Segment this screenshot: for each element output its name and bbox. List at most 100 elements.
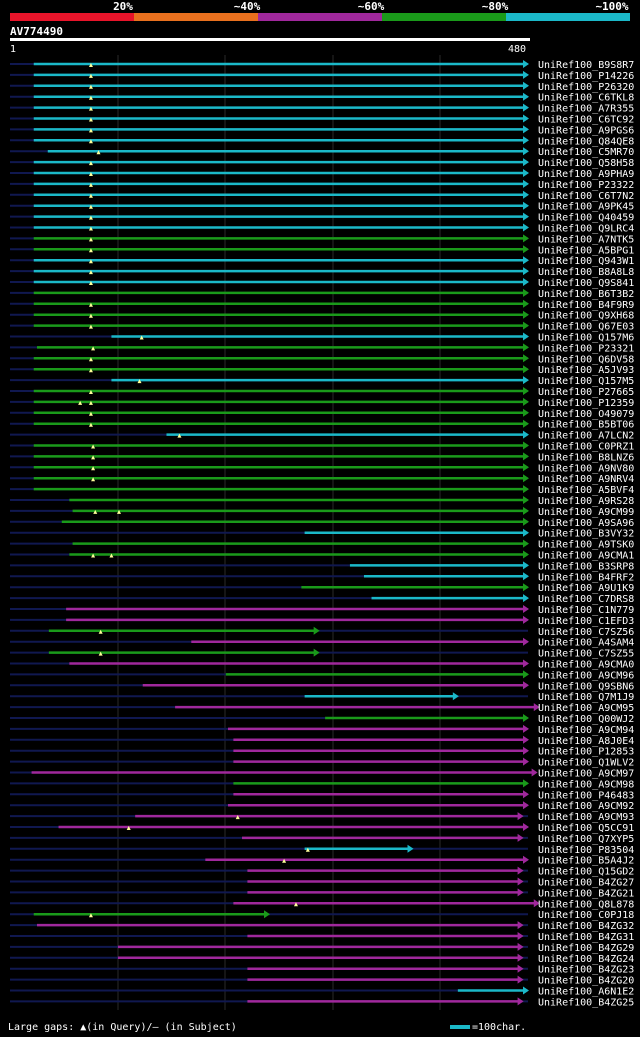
hit-arrow (523, 779, 529, 788)
hit-label: UniRef100_B4ZG27 (538, 878, 634, 889)
legend-segment (382, 13, 506, 21)
hit-label: UniRef100_Q7XYP5 (538, 834, 634, 845)
hit-label: UniRef100_B4ZG23 (538, 965, 634, 976)
hit-label: UniRef100_Q157M6 (538, 333, 634, 344)
hit-arrow (523, 539, 529, 548)
hit-arrow (517, 888, 524, 897)
hit-label: UniRef100_B6T3B2 (538, 289, 634, 300)
hit-label: UniRef100_O49079 (538, 409, 634, 420)
gap-marker (88, 259, 93, 264)
hit-arrow (523, 234, 529, 243)
gap-marker (88, 302, 93, 307)
hit-label: UniRef100_C6TC92 (538, 115, 634, 126)
hit-label: UniRef100_Q9SBN6 (538, 681, 634, 692)
hit-arrow (517, 833, 524, 842)
gap-marker (88, 411, 93, 416)
hit-arrow (523, 256, 529, 265)
gap-marker (88, 270, 93, 275)
gap-marker (137, 379, 142, 384)
hit-arrow (523, 637, 529, 646)
query-title: AV774490 (10, 25, 63, 38)
hit-arrow (523, 92, 529, 101)
gap-marker (305, 847, 310, 852)
hit-label: UniRef100_Q15GD2 (538, 867, 634, 878)
gap-marker (88, 248, 93, 253)
identity-legend: 20% ~40% ~60% ~80% ~100% (0, 0, 640, 22)
hit-label: UniRef100_A7R355 (538, 104, 634, 115)
hit-label: UniRef100_A5BVF4 (538, 485, 634, 496)
legend-segment (258, 13, 382, 21)
hit-arrow (523, 615, 529, 624)
hit-label: UniRef100_A5JV93 (538, 365, 634, 376)
hit-label: UniRef100_P26320 (538, 82, 634, 93)
hit-arrow (523, 125, 529, 134)
hit-arrow (523, 387, 529, 395)
scale-swatch (450, 1025, 470, 1029)
hit-label: UniRef100_B4ZG31 (538, 932, 634, 943)
hit-arrow (523, 735, 529, 744)
hit-label: UniRef100_A9CM93 (538, 812, 634, 823)
hit-arrow (523, 746, 529, 755)
hit-arrow (313, 626, 320, 635)
gap-marker (98, 651, 103, 656)
hit-arrow (533, 703, 540, 712)
alignment-chart: UniRef100_B9S8R7UniRef100_P14226UniRef10… (10, 55, 634, 1010)
hit-label: UniRef100_Q58H58 (538, 158, 634, 169)
hit-arrow (523, 528, 529, 537)
gap-marker (88, 324, 93, 329)
hit-label: UniRef100_A9CM99 (538, 507, 634, 518)
hit-arrow (407, 844, 414, 853)
hit-label: UniRef100_A9PHA9 (538, 169, 634, 180)
hit-label: UniRef100_P12853 (538, 747, 634, 758)
hit-arrow (264, 910, 270, 919)
hit-label: UniRef100_B5A4J2 (538, 856, 634, 867)
hit-arrow (523, 474, 529, 483)
hit-arrow (523, 550, 529, 559)
hit-arrow (452, 692, 459, 701)
gap-marker (91, 444, 96, 449)
hit-label: UniRef100_P27665 (538, 387, 634, 398)
hit-arrow (523, 496, 529, 504)
legend-label: ~100% (595, 0, 629, 13)
gap-marker (88, 95, 93, 100)
hit-label: UniRef100_Q8L878 (538, 899, 634, 910)
hit-arrow (523, 594, 529, 603)
hit-arrow (523, 376, 529, 385)
hit-arrow (523, 212, 529, 221)
hit-arrow (523, 114, 529, 123)
gap-marker (88, 139, 93, 144)
hit-arrow (523, 60, 529, 68)
hit-label: UniRef100_Q7M1J9 (538, 692, 634, 703)
hit-label: UniRef100_B4F9R9 (538, 300, 634, 311)
hit-label: UniRef100_A4SAM4 (538, 638, 634, 649)
legend-label: ~40% (233, 0, 261, 13)
gap-marker (88, 84, 93, 89)
gap-marker (88, 193, 93, 198)
hit-label: UniRef100_B8LNZ6 (538, 452, 634, 463)
hit-arrow (517, 997, 524, 1006)
hit-label: UniRef100_A5BPG1 (538, 245, 634, 256)
hit-label: UniRef100_A7LCN2 (538, 431, 634, 442)
hit-label: UniRef100_B4ZG24 (538, 954, 634, 965)
hit-arrow (523, 452, 529, 461)
hit-label: UniRef100_B3SRP8 (538, 561, 634, 572)
hit-arrow (523, 986, 529, 995)
hit-arrow (523, 81, 529, 90)
hit-label: UniRef100_P12359 (538, 398, 634, 409)
gap-marker (78, 400, 83, 405)
hit-label: UniRef100_A9CM97 (538, 769, 634, 780)
gap-marker (88, 128, 93, 133)
gap-marker (116, 509, 121, 514)
hit-arrow (517, 812, 524, 821)
hit-label: UniRef100_Q157M5 (538, 376, 634, 387)
hit-label: UniRef100_A9NRV4 (538, 474, 634, 485)
hit-arrow (523, 310, 529, 319)
hit-arrow (523, 714, 529, 722)
hit-label: UniRef100_C7SZ56 (538, 627, 634, 638)
gaps-legend: Large gaps: ▲(in Query)/— (in Subject) (8, 1022, 237, 1033)
gap-marker (91, 553, 96, 558)
hit-label: UniRef100_A9CM98 (538, 779, 634, 790)
hit-label: UniRef100_C5MR70 (538, 147, 634, 158)
hit-arrow (523, 441, 529, 450)
gap-marker (88, 368, 93, 373)
